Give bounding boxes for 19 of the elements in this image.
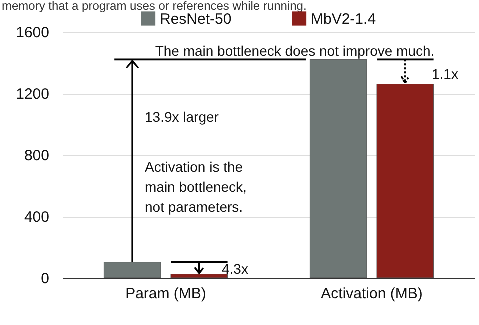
y-tick-label: 800 [24,148,50,164]
annotation: 1.1x [432,66,458,82]
x-tick-label: Param (MB) [126,286,206,302]
text: memory that a program uses or references while running. [2,0,307,13]
annotation: Activation is the main bottleneck, not parameters. [145,159,247,215]
annotation: 13.9x larger [145,109,220,125]
legend-label: MbV2-1.4 [311,10,376,28]
bar [170,274,228,278]
y-tick-label: 400 [24,209,50,226]
legend-label: ResNet-50 [160,10,232,28]
y-tick-label: 1200 [16,86,50,103]
y-tick-label: 0 [41,270,50,288]
x-tick-label: Activation (MB) [321,286,423,302]
bar [310,59,368,278]
annotation: The main bottleneck does not improve much. [155,43,435,59]
y-tick-label: 1600 [16,24,50,42]
bar [376,84,434,278]
annotation: 4.3x [222,261,248,277]
bar [104,262,162,278]
